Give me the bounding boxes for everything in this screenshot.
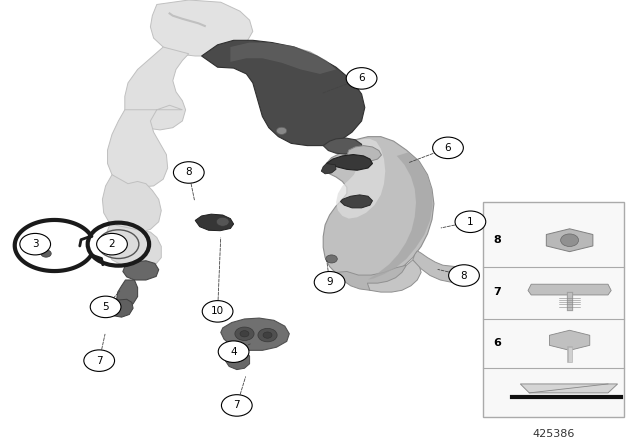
Circle shape xyxy=(218,341,249,362)
Polygon shape xyxy=(520,384,618,393)
Circle shape xyxy=(20,233,51,255)
Circle shape xyxy=(173,162,204,183)
Polygon shape xyxy=(106,224,161,269)
Text: 7: 7 xyxy=(493,287,501,297)
Circle shape xyxy=(90,296,121,318)
Text: 1: 1 xyxy=(467,217,474,227)
Polygon shape xyxy=(125,47,189,130)
Circle shape xyxy=(455,211,486,233)
Text: 5: 5 xyxy=(102,302,109,312)
Text: 9: 9 xyxy=(326,277,333,287)
Circle shape xyxy=(202,301,233,322)
Text: 8: 8 xyxy=(461,271,467,280)
Polygon shape xyxy=(367,260,421,292)
Polygon shape xyxy=(547,229,593,252)
Circle shape xyxy=(240,331,249,337)
Polygon shape xyxy=(368,152,433,280)
Polygon shape xyxy=(123,261,159,280)
Text: 10: 10 xyxy=(211,306,224,316)
Circle shape xyxy=(258,328,277,342)
Polygon shape xyxy=(347,146,381,161)
Polygon shape xyxy=(195,214,234,231)
Polygon shape xyxy=(528,284,611,295)
Polygon shape xyxy=(340,195,372,208)
Polygon shape xyxy=(323,137,434,281)
Circle shape xyxy=(449,265,479,286)
Circle shape xyxy=(433,137,463,159)
Polygon shape xyxy=(221,318,289,350)
Circle shape xyxy=(97,233,127,255)
Text: 4: 4 xyxy=(230,347,237,357)
Circle shape xyxy=(221,395,252,416)
Circle shape xyxy=(41,250,51,257)
Text: 2: 2 xyxy=(109,239,115,249)
Text: 6: 6 xyxy=(358,73,365,83)
Polygon shape xyxy=(413,251,468,282)
Circle shape xyxy=(561,234,579,246)
Polygon shape xyxy=(108,105,182,187)
Polygon shape xyxy=(116,280,138,307)
Polygon shape xyxy=(225,346,250,370)
Polygon shape xyxy=(150,0,253,56)
Polygon shape xyxy=(335,265,406,290)
Text: 6: 6 xyxy=(493,338,501,349)
Circle shape xyxy=(276,127,287,134)
Text: 3: 3 xyxy=(32,239,38,249)
Polygon shape xyxy=(202,40,365,146)
Circle shape xyxy=(263,332,272,338)
Circle shape xyxy=(326,255,337,263)
Text: 8: 8 xyxy=(493,235,501,245)
FancyBboxPatch shape xyxy=(483,202,624,417)
Circle shape xyxy=(346,68,377,89)
Polygon shape xyxy=(336,139,385,219)
Text: 425386: 425386 xyxy=(532,429,575,439)
Polygon shape xyxy=(102,175,161,233)
Polygon shape xyxy=(323,138,362,154)
Polygon shape xyxy=(326,155,372,170)
Polygon shape xyxy=(549,330,590,350)
Circle shape xyxy=(235,327,254,340)
Text: 8: 8 xyxy=(186,168,192,177)
Ellipse shape xyxy=(460,266,474,282)
Text: 7: 7 xyxy=(234,401,240,410)
Circle shape xyxy=(314,271,345,293)
Text: 7: 7 xyxy=(96,356,102,366)
Circle shape xyxy=(84,350,115,371)
Text: 6: 6 xyxy=(445,143,451,153)
Polygon shape xyxy=(321,164,336,174)
Circle shape xyxy=(216,217,229,226)
Polygon shape xyxy=(110,299,133,317)
Polygon shape xyxy=(230,43,336,74)
